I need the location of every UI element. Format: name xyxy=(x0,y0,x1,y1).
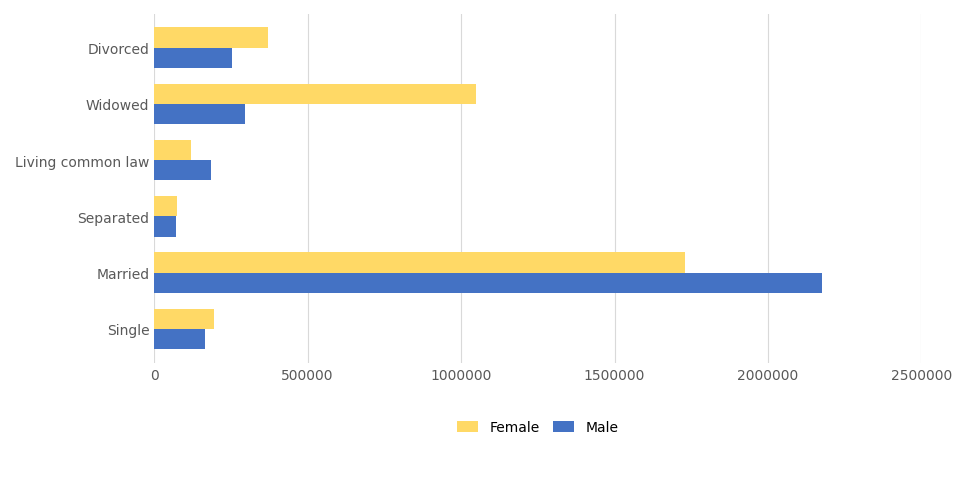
Bar xyxy=(154,141,191,161)
Bar xyxy=(154,161,211,181)
Bar xyxy=(154,28,268,49)
Bar xyxy=(154,105,245,125)
Bar xyxy=(154,217,176,237)
Bar xyxy=(154,253,685,273)
Bar xyxy=(154,84,477,105)
Bar xyxy=(154,273,822,293)
Bar xyxy=(154,329,205,349)
Bar xyxy=(154,197,177,217)
Bar xyxy=(154,49,232,69)
Legend: Female, Male: Female, Male xyxy=(452,415,624,440)
Bar xyxy=(154,309,214,329)
